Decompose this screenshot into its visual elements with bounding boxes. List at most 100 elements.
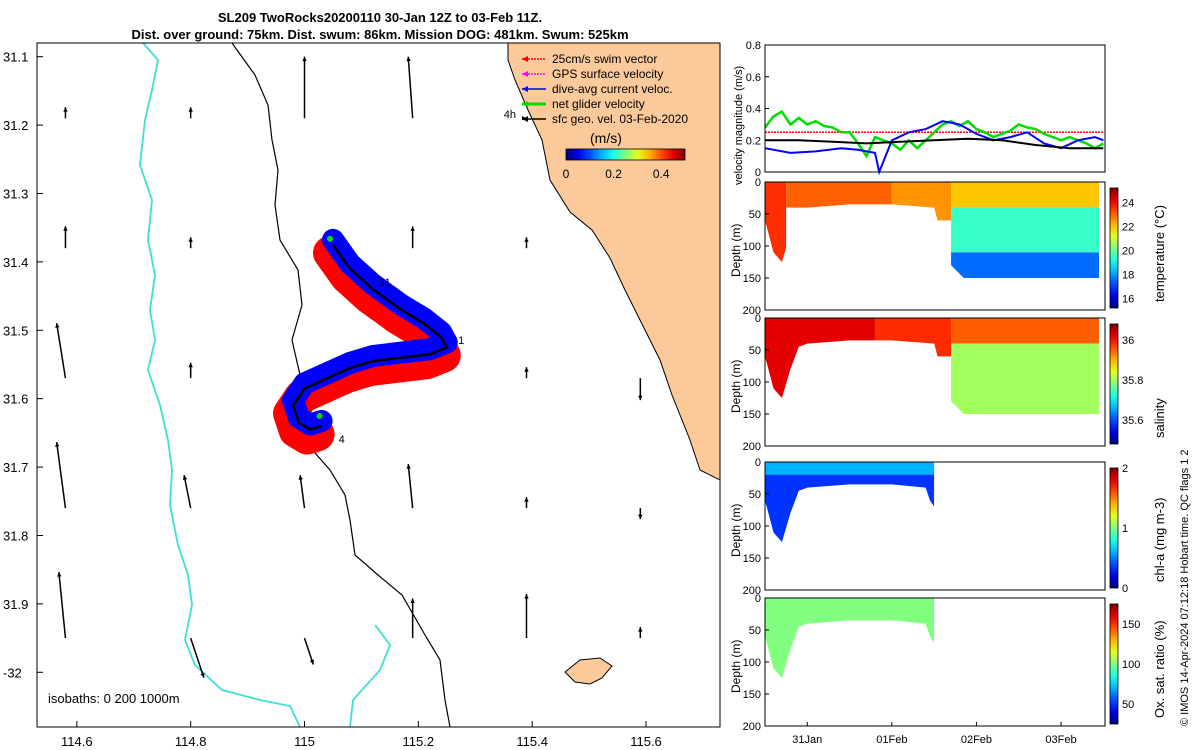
oxygen-panel-data (765, 598, 935, 678)
time-x-tick-0: 31Jan (792, 734, 822, 746)
velocity-panel: 0 0.2 0.4 0.6 0.8 velocity magnitude (m/s) (733, 40, 1106, 185)
temperature-colorbar-tick-3: 22 (1122, 221, 1134, 233)
footer-credit: © IMOS 14-Apr-2024 07:12:18 Hobart time.… (1179, 449, 1191, 726)
temperature-ylabel: Depth (m) (729, 224, 743, 277)
salinity-panel: 0 50 100 150 200 Depth (m) 35.6 35.8 36 salinity (729, 313, 1167, 453)
legend-label-2: dive-avg current veloc. (552, 82, 673, 96)
surface-vector-3 (406, 56, 414, 119)
figure-title-line2: Dist. over ground: 75km. Dist. swum: 86k… (131, 27, 629, 42)
map-annotation-3: 4 (339, 434, 345, 446)
salinity-colorbar-tick-2: 36 (1122, 335, 1134, 347)
chl-a-y-tick-4: 200 (743, 585, 761, 597)
legend-arrow-2 (522, 86, 528, 92)
surface-vector-12 (524, 367, 529, 379)
track-end-marker (316, 413, 323, 420)
map-x-tick-2: 115 (294, 734, 315, 749)
temperature-y-tick-1: 50 (749, 209, 761, 221)
temperature-colorbar-tick-4: 24 (1122, 197, 1134, 209)
temperature-colorbar-tick-0: 16 (1122, 293, 1134, 305)
temperature-panel-data (765, 182, 1100, 278)
map-x-tick-0: 114.6 (61, 734, 93, 749)
map-colorbar-tick-1: 0.2 (605, 167, 622, 181)
map-y-tick-3: 31.4 (3, 255, 28, 270)
surface-vector-1 (188, 107, 193, 119)
temperature-y-tick-2: 100 (743, 241, 761, 253)
surface-vector-19 (638, 508, 643, 520)
salinity-y-tick-3: 150 (743, 409, 761, 421)
chl-a-panel: 0 50 100 150 200 Depth (m) 0 1 2 chl-a (mg m-3) (729, 457, 1167, 597)
salinity-y-tick-1: 50 (749, 345, 761, 357)
surface-vector-6 (188, 237, 193, 249)
oxygen-colorbar-tick-1: 100 (1122, 659, 1140, 671)
salinity-ylabel: Depth (m) (729, 360, 743, 413)
figure-title-line1: SL209 TwoRocks20200110 30-Jan 12Z to 03-… (217, 10, 543, 25)
velocity-y-tick-2: 0.4 (746, 104, 761, 116)
glider-track (291, 244, 449, 431)
oxygen-y-tick-2: 100 (743, 657, 761, 669)
velocity-y-tick-0: 0 (755, 167, 761, 179)
velocity-y-tick-4: 0.8 (746, 40, 761, 52)
velocity-y-tick-3: 0.6 (746, 72, 761, 84)
surface-vector-21 (189, 637, 205, 678)
oxygen-y-tick-4: 200 (743, 721, 761, 733)
map-colorbar: (m/s) 0 0.2 0.4 (563, 130, 686, 181)
surface-vector-23 (410, 598, 415, 639)
temperature-panel-region-5 (951, 252, 1100, 278)
velocity-frame (764, 44, 1106, 173)
chl-a-y-tick-1: 50 (749, 489, 761, 501)
salinity-y-tick-0: 0 (755, 313, 761, 325)
temperature-panel-region-1 (786, 182, 892, 208)
surface-vector-9 (55, 323, 67, 379)
salinity-panel-region-0 (765, 318, 875, 402)
temperature-panel-region-2 (891, 182, 952, 221)
surface-vector-14 (55, 442, 67, 509)
surface-vector-20 (57, 572, 67, 639)
legend-label-0: 25cm/s swim vector (552, 52, 657, 66)
time-x-tick-1: 01Feb (876, 734, 907, 746)
salinity-colorbar-tick-0: 35.6 (1122, 415, 1143, 427)
legend-arrow-4 (522, 116, 528, 122)
isobath-label: isobaths: 0 200 1000m (48, 691, 180, 706)
temperature-panel-region-3 (951, 182, 1100, 208)
map-colorbar-tick-0: 0 (563, 167, 570, 181)
chl-a-colorbar-tick-0: 0 (1122, 583, 1128, 595)
surface-vector-7 (410, 226, 415, 249)
map-annotation-1: 31 (379, 277, 391, 289)
map-colorbar-bar (565, 148, 686, 161)
time-x-tick-3: 03Feb (1045, 734, 1076, 746)
legend-label-1: GPS surface velocity (552, 67, 663, 81)
temperature-panel-region-0 (765, 182, 787, 266)
oxygen-y-tick-3: 150 (743, 689, 761, 701)
temperature-colorbar-tick-1: 18 (1122, 269, 1134, 281)
chl-a-colorbar (1109, 467, 1119, 589)
salinity-colorbar-label: salinity (1152, 398, 1167, 438)
map-y-tick-4: 31.5 (3, 323, 28, 338)
chl-a-panel-region-1 (765, 462, 935, 475)
salinity-panel-region-3 (951, 343, 1100, 414)
dive-avg-current-vectors (282, 228, 458, 436)
temperature-y-tick-0: 0 (755, 177, 761, 189)
oxygen-ylabel: Depth (m) (729, 640, 743, 693)
salinity-colorbar-tick-1: 35.8 (1122, 375, 1143, 387)
salinity-panel-region-2 (951, 318, 1100, 344)
surface-vector-16 (298, 475, 306, 509)
oxygen-colorbar-label: Ox. sat. ratio (%) (1152, 620, 1167, 718)
oxygen-panel-region-0 (765, 598, 935, 678)
oxygen-colorbar-tick-2: 150 (1122, 619, 1140, 631)
velocity-series-3 (765, 137, 1104, 150)
oxygen-y-tick-0: 0 (755, 593, 761, 605)
map-y-tick-7: 31.8 (3, 528, 28, 543)
chl-a-ylabel: Depth (m) (729, 504, 743, 557)
surface-vector-17 (406, 464, 414, 509)
surface-vector-10 (188, 362, 193, 379)
salinity-colorbar (1109, 323, 1119, 445)
velocity-series-1 (764, 110, 1104, 159)
salinity-panel-region-1 (874, 318, 952, 357)
temperature-panel: 0 50 100 150 200 Depth (m) 16 18 20 22 24 temperatu… (729, 177, 1167, 317)
temperature-colorbar-tick-2: 20 (1122, 245, 1134, 257)
map-colorbar-label: (m/s) (590, 130, 622, 146)
map-y-tick-9: -32 (3, 665, 22, 680)
surface-vector-0 (63, 107, 68, 119)
